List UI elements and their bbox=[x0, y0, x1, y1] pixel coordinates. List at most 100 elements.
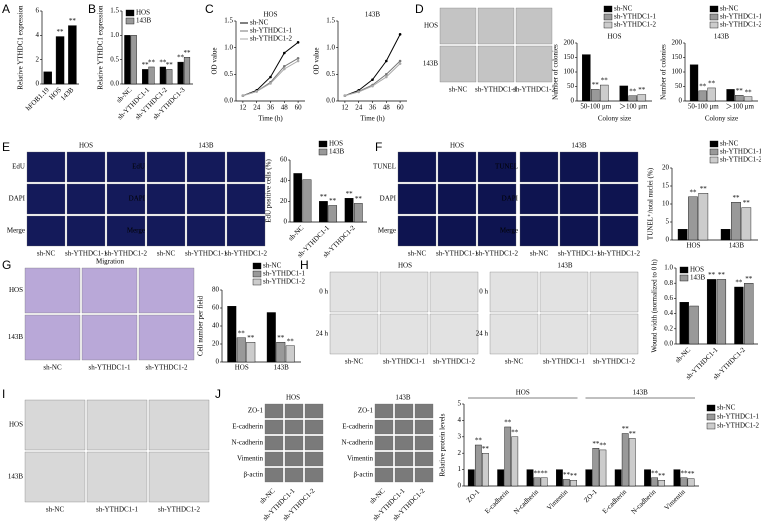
chart-title: HOS bbox=[607, 33, 621, 41]
legend-label: HOS bbox=[690, 266, 704, 274]
image-cell bbox=[329, 313, 379, 355]
bar bbox=[582, 54, 591, 102]
chart-title: HOS bbox=[263, 11, 277, 19]
row-label: E-cadherin bbox=[342, 423, 373, 431]
bar bbox=[688, 196, 698, 241]
image-cell bbox=[24, 267, 81, 314]
significance: ** bbox=[504, 419, 512, 427]
significance: ** bbox=[735, 279, 743, 287]
image-cell bbox=[515, 45, 553, 83]
point bbox=[283, 65, 286, 68]
y-tick-label: 0 bbox=[36, 80, 40, 88]
legend-label: sh-YTHDC1-1 bbox=[250, 27, 292, 35]
image-cell bbox=[304, 435, 324, 451]
y-tick-label: 60 bbox=[280, 156, 288, 164]
y-axis-label: TUNEL⁺/total nuclei (%) bbox=[647, 167, 655, 240]
image-cell bbox=[439, 7, 477, 45]
col-label: sh-NC bbox=[449, 86, 468, 94]
y-tick-label: 20 bbox=[280, 197, 288, 205]
group-title: Migration bbox=[96, 258, 124, 266]
image-cell bbox=[489, 271, 539, 313]
panel-letter: J bbox=[215, 387, 221, 401]
image-cell bbox=[304, 403, 324, 419]
row-label: ZO-1 bbox=[358, 407, 374, 415]
col-label: sh-NC bbox=[530, 250, 549, 258]
bar bbox=[698, 192, 709, 241]
y-tick-label: 80 bbox=[212, 286, 220, 294]
image-cell bbox=[374, 419, 394, 435]
image-cell bbox=[519, 151, 559, 183]
image-cell bbox=[394, 451, 414, 467]
significance: ** bbox=[563, 471, 571, 479]
image-cell bbox=[148, 451, 210, 503]
legend-label: sh-YTHDC1-1 bbox=[720, 13, 761, 21]
significance: ** bbox=[238, 329, 246, 337]
legend-label: sh-YTHDC1-2 bbox=[614, 21, 656, 29]
significance: ** bbox=[166, 61, 174, 69]
bar bbox=[482, 453, 489, 487]
col-label: sh-YTHDC1-2 bbox=[433, 358, 475, 366]
significance: ** bbox=[69, 17, 77, 25]
bar bbox=[344, 198, 354, 223]
legend-label: HOS bbox=[136, 9, 150, 17]
image-cell bbox=[374, 403, 394, 419]
bar bbox=[563, 479, 570, 487]
point bbox=[385, 75, 388, 79]
y-tick-label: 0.0 bbox=[326, 97, 335, 105]
point bbox=[343, 94, 347, 97]
image-cell bbox=[106, 151, 146, 183]
panel-letter: D bbox=[415, 2, 424, 16]
image-cell bbox=[414, 403, 434, 419]
y-tick-label: 10 bbox=[662, 200, 670, 208]
y-tick-label: 5 bbox=[666, 218, 670, 226]
bar bbox=[619, 85, 629, 102]
col-label: sh-NC bbox=[345, 358, 364, 366]
bar bbox=[600, 84, 609, 102]
image-cell bbox=[284, 435, 304, 451]
group-title: HOS bbox=[286, 394, 300, 402]
image-cell bbox=[374, 451, 394, 467]
y-tick-label: 3 bbox=[458, 432, 462, 440]
col-label: sh-YTHDC1-2 bbox=[225, 250, 267, 258]
image-cell bbox=[24, 399, 86, 451]
legend-label: sh-YTHDC1-1 bbox=[720, 148, 761, 156]
col-label: sh-YTHDC1-1 bbox=[558, 250, 600, 258]
image-cell bbox=[589, 271, 639, 313]
legend-label: sh-YTHDC1-2 bbox=[720, 21, 761, 29]
x-tick-label: 36 bbox=[369, 104, 377, 112]
legend-swatch bbox=[252, 262, 262, 270]
y-tick-label: 0.6 bbox=[664, 294, 673, 302]
legend-swatch bbox=[125, 9, 135, 17]
point bbox=[371, 78, 374, 81]
y-tick-label: 0.2 bbox=[664, 324, 673, 332]
bar bbox=[43, 71, 52, 85]
image-cell bbox=[477, 151, 517, 183]
image-cell bbox=[264, 451, 284, 467]
legend-label: 143B bbox=[690, 274, 706, 282]
bar bbox=[130, 35, 137, 85]
y-tick-label: 150 bbox=[672, 53, 683, 61]
col-label: sh-YTHDC1-1 bbox=[383, 358, 425, 366]
bar bbox=[698, 90, 707, 102]
legend-swatch bbox=[706, 404, 716, 412]
y-tick-label: 40 bbox=[280, 176, 288, 184]
y-axis-label: OD value bbox=[313, 47, 321, 74]
image-cell bbox=[429, 313, 479, 355]
bar bbox=[319, 201, 328, 223]
significance: ** bbox=[658, 472, 666, 480]
x-tick-label: hFOB1.19 bbox=[24, 86, 51, 113]
x-tick-label: 143B bbox=[59, 86, 76, 103]
y-tick-label: 5 bbox=[458, 400, 462, 408]
significance: ** bbox=[732, 194, 740, 202]
significance: ** bbox=[629, 430, 637, 438]
col-label: sh-NC bbox=[43, 364, 62, 372]
bar bbox=[467, 469, 475, 487]
bar bbox=[621, 433, 629, 487]
point bbox=[241, 94, 245, 97]
y-tick-label: 1.0 bbox=[110, 31, 119, 39]
col-label: sh-NC bbox=[37, 250, 56, 258]
y-tick-label: 6 bbox=[36, 7, 40, 15]
image-cell bbox=[414, 467, 434, 483]
y-tick-label: 4 bbox=[36, 31, 40, 39]
